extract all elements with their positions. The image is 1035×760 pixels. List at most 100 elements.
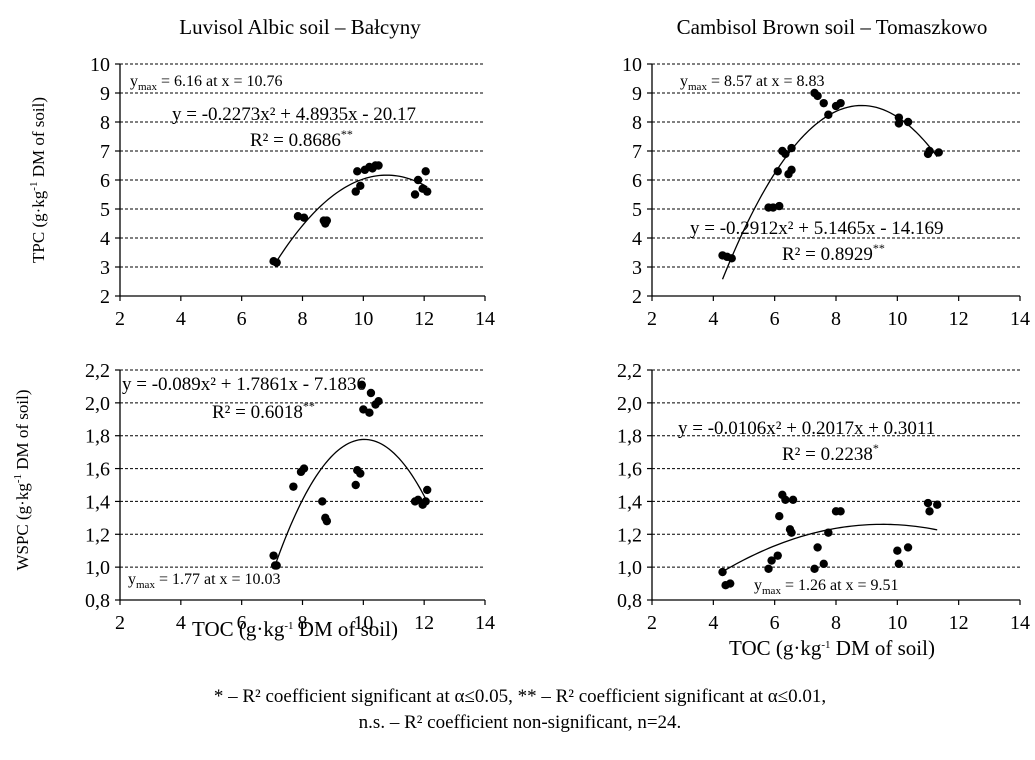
y-tick-label: 1,0 [85, 557, 110, 579]
data-point [819, 98, 828, 108]
ymax-annotation-tpc-tomaszkowo: ymax = 8.57 at x = 8.83 [680, 73, 825, 93]
panel-title-tomaszkowo: Cambisol Brown soil – Tomaszkowo [677, 15, 988, 39]
data-point [353, 167, 362, 176]
y-tick-label: 5 [632, 199, 642, 221]
data-point [718, 567, 727, 577]
footnote-line-2: n.s. – R² coefficient non-significant, n… [359, 712, 682, 733]
x-tick-label: 4 [176, 308, 186, 330]
x-tick-label: 10 [353, 612, 373, 634]
x-tick-label: 12 [414, 308, 434, 330]
data-point [934, 148, 943, 157]
y-tick-label: 9 [632, 83, 642, 105]
data-point [351, 187, 360, 196]
data-point [423, 485, 432, 495]
chart-tpc-tomaszkowo: 2 3 4 5 6 7 8 9 10 2 4 6 8 10 12 14 [622, 54, 1030, 330]
y-tick-label: 1,2 [617, 524, 642, 546]
y-tick-label: 7 [632, 141, 642, 163]
trend-line [274, 174, 428, 264]
data-point [272, 258, 281, 267]
data-point [894, 113, 904, 122]
y-tick-label: 8 [100, 112, 110, 134]
y-tick-label: 6 [632, 170, 642, 192]
x-tick-label: 4 [708, 612, 718, 634]
x-tick-label: 10 [887, 612, 907, 634]
y-tick-label: 2,0 [85, 393, 110, 415]
equation-tpc-balcyny: y = -0.2273x² + 4.8935x - 20.17 [172, 104, 416, 125]
y-tick-label: 2,2 [617, 360, 642, 382]
data-point [787, 528, 796, 537]
x-tick-label: 14 [1010, 612, 1030, 634]
data-point [813, 543, 822, 552]
panel-title-balcyny: Luvisol Albic soil – Bałcyny [179, 15, 421, 39]
data-point [836, 98, 845, 108]
data-point [824, 528, 833, 537]
x-tick-label: 10 [353, 308, 373, 330]
data-point [366, 388, 376, 398]
data-point [423, 187, 432, 196]
chart-tpc-balcyny: 2 3 4 5 6 7 8 9 10 2 4 6 8 10 12 14 [90, 54, 495, 330]
y-tick-label: 1,6 [85, 459, 110, 481]
x-axis-title-tomaszkowo: TOC (g·kg-1 DM of soil) [729, 636, 935, 660]
y-tick-label: 0,8 [617, 590, 642, 612]
data-point [903, 117, 913, 127]
ymax-annotation-tpc-balcyny: ymax = 6.16 at x = 10.76 [130, 73, 283, 93]
x-tick-label: 14 [475, 308, 495, 330]
data-point [764, 564, 773, 573]
data-point [775, 201, 784, 211]
y-tick-label: 5 [100, 199, 110, 221]
data-point [299, 213, 309, 222]
y-tick-label: 8 [632, 112, 642, 134]
x-axis-title-balcyny: TOC (g·kg-1 DM of soil) [192, 617, 398, 641]
x-tick-label: 14 [475, 612, 495, 634]
data-point [925, 507, 934, 516]
data-point [775, 512, 784, 521]
data-point [322, 216, 332, 225]
data-point [781, 495, 790, 504]
data-point [933, 500, 942, 509]
data-point [787, 165, 796, 175]
data-point [351, 480, 360, 490]
r2-wspc-balcyny: R² = 0.6018** [212, 399, 315, 423]
equation-tpc-tomaszkowo: y = -0.2912x² + 5.1465x - 14.169 [690, 218, 944, 239]
data-point [356, 469, 365, 478]
x-tick-label: 8 [298, 612, 308, 634]
data-point [410, 190, 420, 199]
data-point [318, 497, 327, 506]
data-point [773, 167, 782, 176]
data-point [374, 397, 383, 406]
y-tick-label: 10 [622, 54, 642, 76]
data-point [421, 167, 430, 176]
chart-wspc-tomaszkowo: 0,8 1,0 1,2 1,4 1,6 1,8 2,0 2,2 2 4 6 8 10 12 14 [617, 360, 1030, 634]
x-tick-label: 6 [770, 612, 780, 634]
y-tick-label: 0,8 [85, 590, 110, 612]
x-tick-label: 2 [115, 612, 125, 634]
data-point [767, 556, 776, 565]
y-tick-label: 2 [632, 286, 642, 308]
x-tick-label: 2 [115, 308, 125, 330]
x-tick-label: 10 [887, 308, 907, 330]
data-point [365, 408, 374, 417]
y-tick-label: 10 [90, 54, 110, 76]
data-point [893, 546, 902, 555]
data-point [421, 497, 430, 506]
data-point [836, 507, 845, 516]
y-tick-label: 4 [100, 228, 110, 250]
data-point [322, 516, 332, 526]
y-tick-label: 1,6 [617, 459, 642, 481]
data-point [727, 254, 736, 263]
data-point [269, 551, 278, 560]
x-tick-label: 6 [237, 308, 247, 330]
x-tick-label: 8 [831, 612, 841, 634]
y-tick-label: 1,4 [85, 491, 110, 513]
r2-tpc-tomaszkowo: R² = 0.8929** [782, 241, 885, 265]
trend-line [274, 438, 428, 566]
y-tick-label: 3 [632, 257, 642, 279]
data-point [925, 146, 934, 156]
x-tick-label: 12 [949, 612, 969, 634]
data-point [357, 380, 367, 389]
data-point [894, 119, 904, 128]
data-point [824, 110, 833, 119]
y-tick-label: 2 [100, 286, 110, 308]
y-tick-label: 2,0 [617, 393, 642, 415]
data-point [356, 181, 365, 190]
